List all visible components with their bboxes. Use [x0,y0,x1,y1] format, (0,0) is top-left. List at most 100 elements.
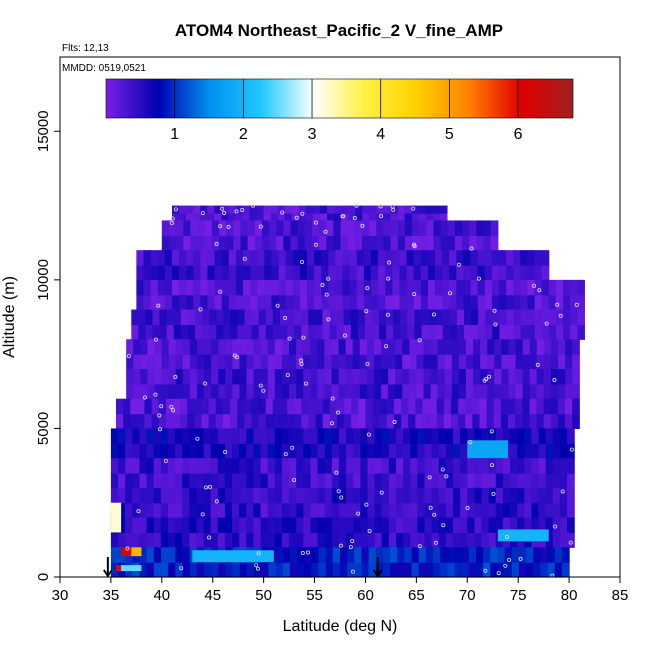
sample-marker [251,203,256,208]
heatmap-cell [289,487,297,504]
heatmap-cell [412,220,420,236]
heatmap-cell [336,324,345,340]
sample-marker [411,242,416,247]
heatmap-cell [390,205,399,214]
heatmap-cell [132,517,141,534]
heatmap-cell [338,517,347,534]
heatmap-cell [180,413,188,430]
heatmap-cell [311,547,320,563]
heatmap-cell [150,250,159,266]
heatmap-cell [239,354,248,370]
sample-marker [535,362,540,367]
heatmap-cell [267,339,276,355]
heatmap-cell [508,383,517,400]
heatmap-cell [411,205,420,214]
heatmap-cell [347,220,356,236]
heatmap-cell [204,383,212,400]
heatmap-cell [175,443,183,459]
heatmap-cell [331,458,340,474]
heatmap-cell [232,369,241,385]
heatmap-cell [444,339,453,355]
heatmap-cell [361,235,370,251]
heatmap-cell [331,487,340,504]
sample-marker [350,569,355,574]
heatmap-cell [246,369,255,385]
heatmap-cell [346,517,354,534]
heatmap-cell [388,458,397,474]
heatmap-cell [379,309,387,326]
heatmap-cell [366,354,375,370]
heatmap-cell [253,354,262,370]
heatmap-cell [303,383,311,400]
heatmap-cell [118,458,126,474]
heatmap-cell [315,324,324,340]
heatmap-cell [388,369,396,385]
heatmap-cell [214,205,222,214]
heatmap-cell [550,369,559,385]
heatmap-cell [110,562,119,578]
sample-marker [234,209,239,214]
heatmap-cell [374,487,383,504]
heatmap-cell [342,279,351,296]
heatmap-cell [524,502,533,519]
heatmap-cell [289,383,297,400]
heatmap-cell [133,339,141,355]
heatmap-cell [260,517,269,534]
sample-marker [365,361,370,366]
heatmap-cell [136,294,145,311]
x-tick-label: 75 [510,587,527,604]
heatmap-cell [160,473,169,489]
heatmap-cell [346,473,354,489]
heatmap-cell [271,250,280,266]
heatmap-cell [233,235,242,251]
heatmap-cell [329,398,338,415]
heatmap-cell [373,369,382,385]
heatmap-cell [345,339,354,355]
heatmap-cell [147,339,156,355]
heatmap-cell [153,547,162,563]
heatmap-cell [438,473,447,489]
heatmap-cell [495,487,504,504]
sample-marker [360,223,365,228]
heatmap-cell [388,532,397,548]
heatmap-cell [303,354,311,370]
heatmap-cell [445,502,454,519]
heatmap-cell [269,220,277,236]
sample-marker [226,224,231,229]
heatmap-cell [193,205,201,214]
heatmap-cell [179,279,187,296]
hotspot-cell [116,565,122,572]
heatmap-cell [350,309,359,326]
heatmap-cell [572,354,580,370]
sample-marker [483,568,488,573]
heatmap-cell [294,309,302,326]
heatmap-cell [321,279,329,296]
heatmap-cell [420,250,429,266]
heatmap-cell [235,279,244,296]
heatmap-cell [510,458,518,474]
heatmap-cell [246,562,255,578]
heatmap-cell [126,383,134,400]
heatmap-cell [296,369,304,385]
heatmap-cell [210,532,219,548]
sample-marker [441,523,446,528]
heatmap-cell [550,354,559,370]
heatmap-cell [545,532,554,548]
heatmap-cell [258,398,267,415]
sample-marker [384,344,389,349]
heatmap-cell [168,339,177,355]
heatmap-cell [311,562,320,578]
heatmap-cell [399,265,408,281]
heatmap-cell [453,428,461,444]
heatmap-cell [265,413,274,430]
heatmap-cell [325,562,334,578]
heatmap-cell [159,309,168,326]
heatmap-cell [376,220,385,236]
heatmap-cell [189,428,198,444]
heatmap-cell [146,443,155,459]
heatmap-cell [310,383,318,400]
sample-marker [336,410,341,415]
heatmap-cell [565,413,573,430]
heatmap-cell [352,354,361,370]
heatmap-cell [132,428,141,444]
